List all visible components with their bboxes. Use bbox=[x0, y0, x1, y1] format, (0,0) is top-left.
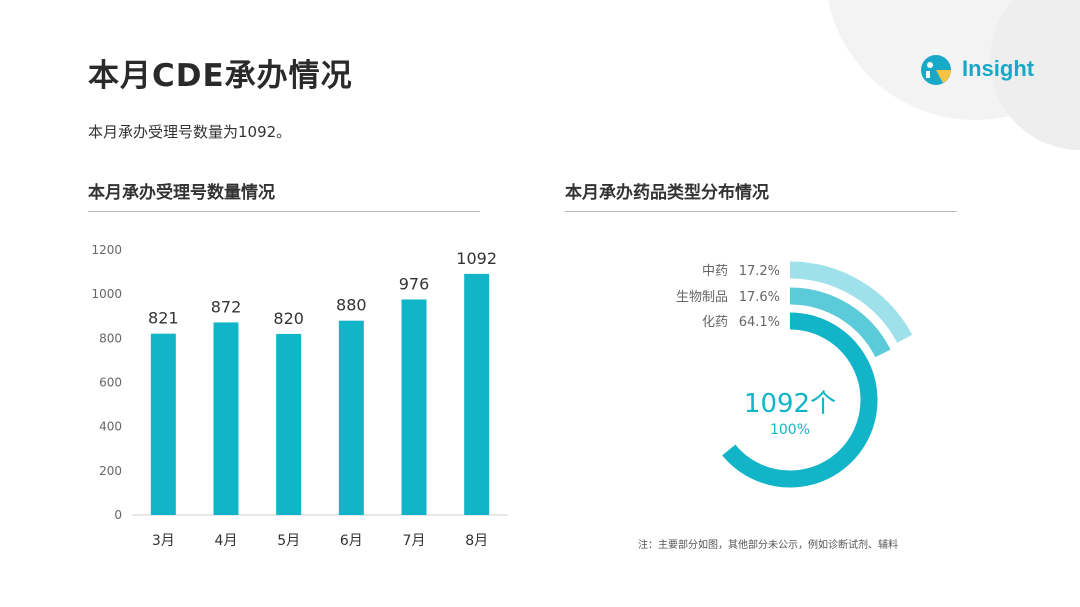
x-tick-label: 4月 bbox=[215, 533, 238, 549]
bar bbox=[338, 320, 364, 515]
bar bbox=[150, 333, 176, 515]
x-tick-label: 7月 bbox=[403, 533, 426, 549]
y-tick-label: 1200 bbox=[91, 243, 122, 257]
x-tick-label: 6月 bbox=[340, 533, 363, 549]
donut-center-value: 1092个 bbox=[744, 389, 836, 419]
donut-category-label: 生物制品 bbox=[676, 290, 728, 305]
y-tick-label: 1000 bbox=[91, 287, 122, 301]
bar bbox=[401, 299, 427, 515]
bar-value-label: 976 bbox=[399, 274, 430, 293]
bar bbox=[213, 322, 239, 515]
donut-arc bbox=[722, 312, 878, 488]
page-title: 本月CDE承办情况 bbox=[88, 58, 353, 94]
donut-percent-label: 64.1% bbox=[739, 315, 780, 330]
bar-value-label: 1092 bbox=[456, 249, 497, 268]
donut-chart: 17.2% 中药 17.6% 生物制品 64.1% 化药 1092个 100% bbox=[676, 261, 913, 488]
insight-logo-text: Insight bbox=[962, 56, 1035, 81]
right-section-rule bbox=[565, 211, 957, 212]
y-tick-label: 600 bbox=[99, 376, 122, 390]
y-tick-label: 200 bbox=[99, 464, 122, 478]
x-tick-label: 8月 bbox=[465, 533, 488, 549]
bar-value-label: 880 bbox=[336, 296, 367, 315]
donut-arc bbox=[789, 261, 913, 343]
right-section-title: 本月承办药品类型分布情况 bbox=[565, 183, 769, 203]
y-tick-label: 400 bbox=[99, 420, 122, 434]
donut-center-percent: 100% bbox=[770, 422, 810, 438]
bar bbox=[464, 273, 490, 515]
donut-percent-label: 17.6% bbox=[739, 290, 780, 305]
donut-category-label: 化药 bbox=[702, 315, 728, 330]
y-tick-label: 800 bbox=[99, 331, 122, 345]
bar bbox=[276, 333, 302, 515]
left-section-title: 本月承办受理号数量情况 bbox=[88, 183, 275, 203]
y-tick-label: 0 bbox=[114, 508, 122, 522]
insight-logo-icon bbox=[921, 55, 951, 85]
bar-value-label: 872 bbox=[211, 297, 242, 316]
donut-category-label: 中药 bbox=[702, 264, 728, 279]
chart-note: 注：主要部分如图，其他部分未公示，例如诊断试剂、辅料 bbox=[638, 540, 898, 551]
summary-text: 本月承办受理号数量为1092。 bbox=[88, 123, 292, 141]
bar-value-label: 820 bbox=[273, 309, 304, 328]
x-tick-label: 5月 bbox=[277, 533, 300, 549]
insight-logo[interactable]: Insight bbox=[918, 52, 1048, 92]
x-tick-label: 3月 bbox=[152, 533, 175, 549]
background-circle-small bbox=[990, 0, 1080, 150]
left-section-rule bbox=[88, 211, 480, 212]
bar-value-label: 821 bbox=[148, 309, 179, 328]
donut-percent-label: 17.2% bbox=[739, 264, 780, 279]
bar-chart: 0 200 400 600 800 1000 1200 821 3月 872 4月 820 5月 880 6… bbox=[91, 243, 508, 549]
donut-arc bbox=[789, 287, 891, 358]
